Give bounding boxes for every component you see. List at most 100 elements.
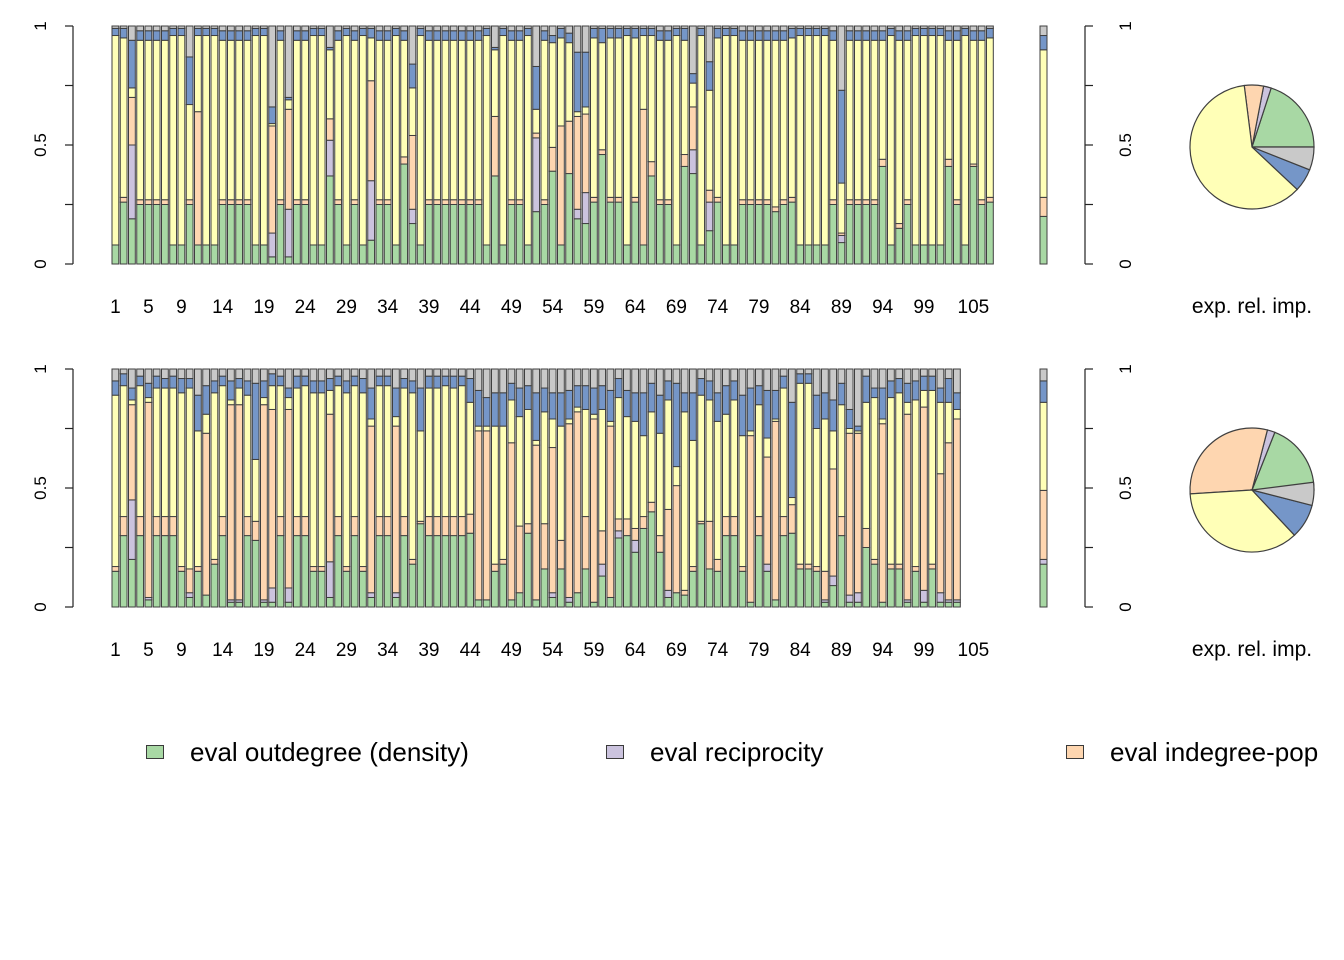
summary-bar-segment-other (1039, 49, 1048, 198)
bar-segment-grey (969, 25, 978, 32)
bar-segment-reciprocity (367, 592, 376, 598)
bar-segment-reciprocity (854, 592, 862, 603)
bar-segment-blue (359, 378, 367, 394)
bar-segment-blue (647, 27, 656, 37)
bar-segment-indegree (722, 516, 730, 537)
bar-segment-outdegree (152, 204, 161, 265)
bar-segment-grey (895, 368, 904, 380)
bar-segment-reciprocity (268, 232, 277, 258)
x-tick-label: 54 (542, 297, 564, 318)
bar-segment-grey (491, 368, 499, 394)
bar-segment-blue (466, 378, 475, 403)
bar-segment-outdegree (284, 256, 293, 265)
bar-segment-outdegree (903, 204, 912, 265)
bar-segment-grey (383, 25, 392, 32)
bar-segment-other (763, 39, 772, 201)
bar-segment-other (573, 111, 582, 117)
summary-bar-segment-blue (1039, 380, 1048, 403)
bar-segment-grey (458, 368, 466, 377)
bar-segment-other (235, 387, 244, 406)
bar-segment-outdegree (986, 201, 994, 265)
bar-segment-reciprocity (664, 589, 673, 598)
bar-segment-other (606, 37, 615, 198)
bar-segment-indegree (845, 199, 854, 206)
bar-segment-outdegree (812, 570, 821, 608)
x-tick-label: 14 (212, 640, 234, 661)
bar-segment-other (590, 413, 598, 420)
bar-segment-grey (309, 368, 318, 382)
bar-segment-blue (656, 30, 664, 41)
bar-segment-grey (235, 368, 244, 380)
bar-segment-grey (581, 368, 590, 387)
bar-segment-outdegree (466, 204, 475, 265)
bar-segment-blue (755, 385, 763, 406)
bar-segment-other (623, 35, 631, 246)
bar-segment-outdegree (936, 601, 945, 608)
bar-segment-outdegree (953, 204, 961, 265)
bar-segment-other (128, 399, 136, 406)
bar-segment-other (944, 401, 953, 444)
bar-segment-other (829, 39, 838, 201)
bar-segment-outdegree (590, 201, 598, 265)
bar-segment-indegree (565, 120, 574, 175)
bar-segment-indegree (284, 408, 293, 589)
bar-segment-other (713, 37, 722, 198)
x-tick-label: 24 (295, 297, 317, 318)
bar-segment-indegree (548, 146, 557, 172)
bar-segment-other (590, 37, 598, 198)
bar-segment-indegree (326, 413, 334, 563)
bar-segment-indegree (870, 558, 879, 565)
bar-segment-other (804, 35, 813, 246)
bar-segment-indegree (738, 199, 747, 206)
bar-segment-blue (854, 425, 862, 432)
x-tick-label: 5 (143, 297, 154, 318)
bar-segment-blue (565, 32, 574, 44)
bar-segment-blue (845, 408, 854, 429)
bar-segment-grey (152, 25, 161, 32)
bar-segment-blue (194, 27, 202, 37)
bar-segment-grey (268, 368, 277, 375)
bar-segment-outdegree (623, 535, 631, 608)
bar-segment-reciprocity (845, 594, 854, 603)
bar-segment-grey (623, 368, 631, 391)
legend-label-outdegree: eval outdegree (density) (190, 736, 469, 767)
bar-segment-indegree (598, 530, 607, 565)
bar-segment-outdegree (342, 570, 351, 608)
bar-segment-indegree (953, 199, 961, 206)
bar-segment-blue (829, 399, 838, 432)
bar-segment-indegree (202, 432, 211, 596)
bar-segment-other (301, 385, 310, 518)
bar-segment-other (177, 35, 186, 246)
bar-segment-indegree (367, 425, 376, 594)
bar-segment-indegree (631, 196, 640, 203)
bar-segment-grey (482, 368, 491, 399)
bar-segment-indegree (144, 199, 153, 206)
bar-segment-blue (573, 385, 582, 408)
bar-segment-outdegree (845, 204, 854, 265)
bar-segment-grey (218, 368, 227, 377)
bar-segment-grey (639, 368, 648, 394)
bar-segment-indegree (433, 516, 442, 537)
y-tick-label-right: 1 (1116, 364, 1135, 373)
bar-segment-outdegree (276, 204, 285, 265)
bar-segment-blue (202, 385, 211, 415)
bar-segment-reciprocity (581, 192, 590, 225)
bar-segment-blue (565, 389, 574, 420)
bar-segment-grey (779, 368, 788, 377)
bar-segment-other (829, 430, 838, 470)
bar-segment-outdegree (383, 535, 392, 608)
bar-segment-indegree (730, 516, 739, 537)
bar-segment-grey (161, 25, 169, 32)
bar-segment-other (730, 399, 739, 518)
bar-segment-outdegree (771, 211, 780, 265)
bar-segment-grey (185, 25, 194, 58)
bar-segment-blue (680, 392, 689, 413)
bar-segment-blue (540, 387, 549, 413)
bar-segment-other (895, 392, 904, 565)
bar-segment-blue (845, 30, 854, 41)
bar-segment-other (161, 387, 169, 518)
bar-segment-outdegree (515, 204, 524, 265)
bar-segment-other (392, 416, 400, 427)
bar-segment-indegree (392, 425, 400, 594)
bar-segment-blue (796, 373, 805, 384)
